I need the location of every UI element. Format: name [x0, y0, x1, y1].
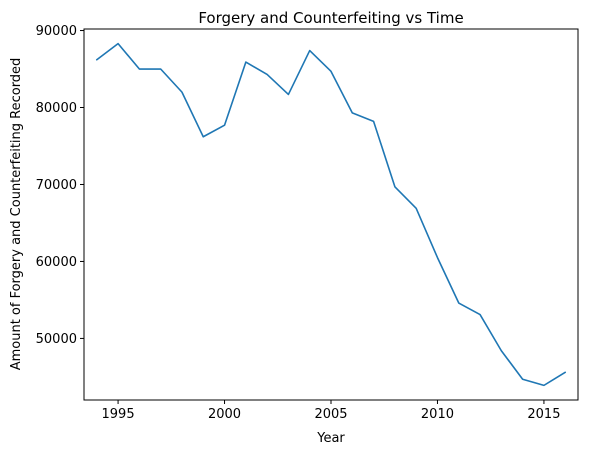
data-point	[181, 91, 183, 93]
data-point	[288, 94, 290, 96]
x-tick-label: 1995	[102, 407, 135, 422]
x-tick-label: 2010	[421, 407, 454, 422]
data-point	[543, 385, 545, 387]
data-point	[160, 68, 162, 70]
data-point	[564, 371, 566, 373]
data-point	[479, 314, 481, 316]
data-point	[245, 61, 247, 63]
y-tick-label: 60000	[36, 255, 77, 270]
data-point	[139, 68, 141, 70]
data-point	[117, 43, 119, 45]
y-tick-label: 90000	[36, 24, 77, 39]
data-point	[309, 50, 311, 52]
data-point	[351, 112, 353, 114]
data-point	[224, 124, 226, 126]
x-axis-label: Year	[316, 431, 345, 446]
data-point	[330, 71, 332, 73]
data-point	[415, 208, 417, 210]
series-line	[95, 42, 567, 387]
y-tick-label: 80000	[36, 101, 77, 116]
data-point	[373, 121, 375, 123]
y-tick-label: 70000	[36, 178, 77, 193]
y-tick-label: 50000	[36, 332, 77, 347]
data-point	[501, 350, 503, 352]
data-point	[96, 59, 98, 61]
axes-frame	[83, 28, 579, 401]
data-point	[458, 302, 460, 304]
data-point	[266, 74, 268, 76]
x-tick-label: 2015	[527, 407, 560, 422]
chart-title: Forgery and Counterfeiting vs Time	[198, 9, 463, 27]
x-tick-label: 2000	[208, 407, 241, 422]
y-axis-label: Amount of Forgery and Counterfeiting Rec…	[9, 58, 24, 371]
x-tick-label: 2005	[314, 407, 347, 422]
data-point	[522, 378, 524, 380]
plot-area: 1995 2000 2005 2010 2015 50000 60000 70000 80000…	[36, 24, 567, 422]
data-point	[202, 136, 204, 138]
data-point	[437, 257, 439, 259]
data-point	[394, 186, 396, 188]
